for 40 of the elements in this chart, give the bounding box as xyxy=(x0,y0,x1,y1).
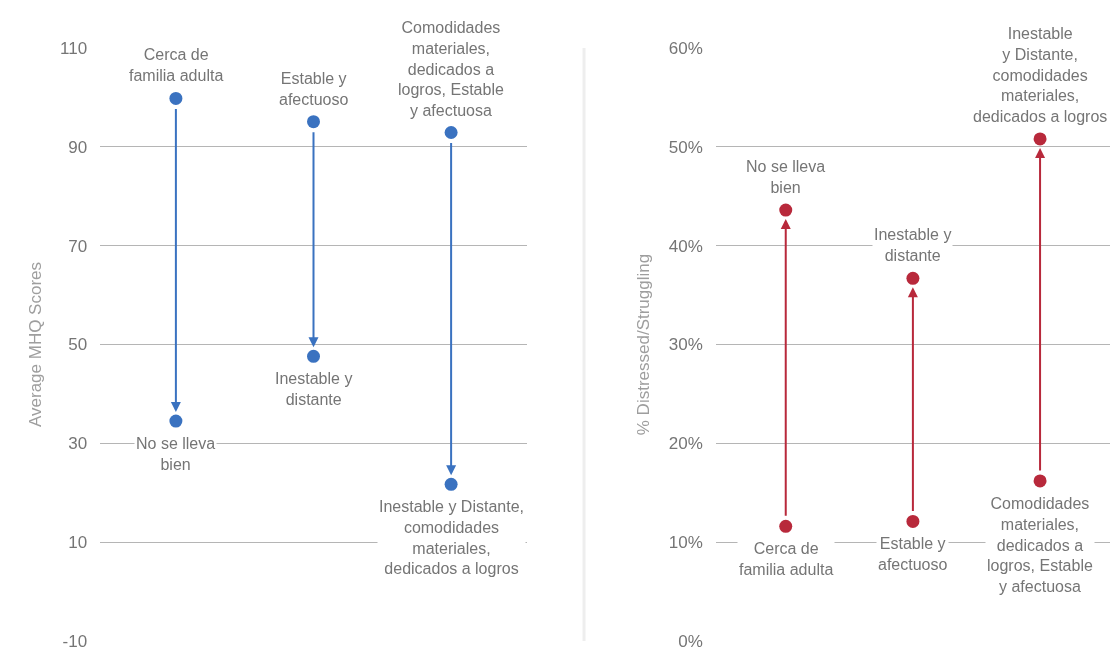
y-tick-label: 50 xyxy=(68,335,88,355)
point xyxy=(906,514,920,528)
data-label: Comodidades materiales, dedicados a logros, Estable y afectuosa xyxy=(987,495,1093,596)
point xyxy=(169,91,183,105)
point xyxy=(444,477,458,491)
data-label: No se lleva bien xyxy=(136,435,216,473)
point xyxy=(307,349,320,363)
data-label: Estable y afectuoso xyxy=(878,535,948,573)
y-tick-label: 30% xyxy=(668,335,703,355)
point xyxy=(307,115,320,129)
y-tick-label: 40% xyxy=(668,236,703,256)
data-label: No se lleva bien xyxy=(746,158,826,196)
y-tick-label: 20% xyxy=(668,434,703,454)
data-label: Inestable y Distante, comodidades materiales, dedicados a logros xyxy=(379,498,524,578)
y-tick-label: 90 xyxy=(68,137,88,157)
y-tick-label: -10 xyxy=(62,631,88,651)
data-label: Estable y afectuoso xyxy=(279,70,349,108)
point xyxy=(1033,132,1047,146)
y-tick-label: 10 xyxy=(68,533,88,553)
point xyxy=(1033,474,1047,488)
point xyxy=(169,414,183,428)
data-label: Inestable y Distante, comodidades materiales, dedicados a logros xyxy=(973,25,1108,126)
y-tick-label: 10% xyxy=(668,533,703,553)
data-label: Cerca de familia adulta xyxy=(739,540,834,578)
y-tick-label: 30 xyxy=(68,434,88,454)
y-axis-title: % Distressed/Struggling xyxy=(634,253,654,436)
data-label: Comodidades materiales, dedicados a logros, Estable y afectuosa xyxy=(398,19,504,120)
data-label: Inestable y distante xyxy=(275,370,353,408)
y-tick-label: 70 xyxy=(68,236,88,256)
y-tick-label: 50% xyxy=(668,137,703,157)
point xyxy=(444,126,458,139)
point xyxy=(779,203,793,217)
y-tick-label: 0% xyxy=(678,631,703,651)
y-tick-label: 60% xyxy=(668,38,703,58)
y-axis-title: Average MHQ Scores xyxy=(25,261,45,428)
y-tick-label: 110 xyxy=(60,38,88,58)
data-label: Inestable y distante xyxy=(874,226,952,264)
point xyxy=(779,519,793,533)
point xyxy=(906,271,920,285)
data-label: Cerca de familia adulta xyxy=(129,46,224,84)
